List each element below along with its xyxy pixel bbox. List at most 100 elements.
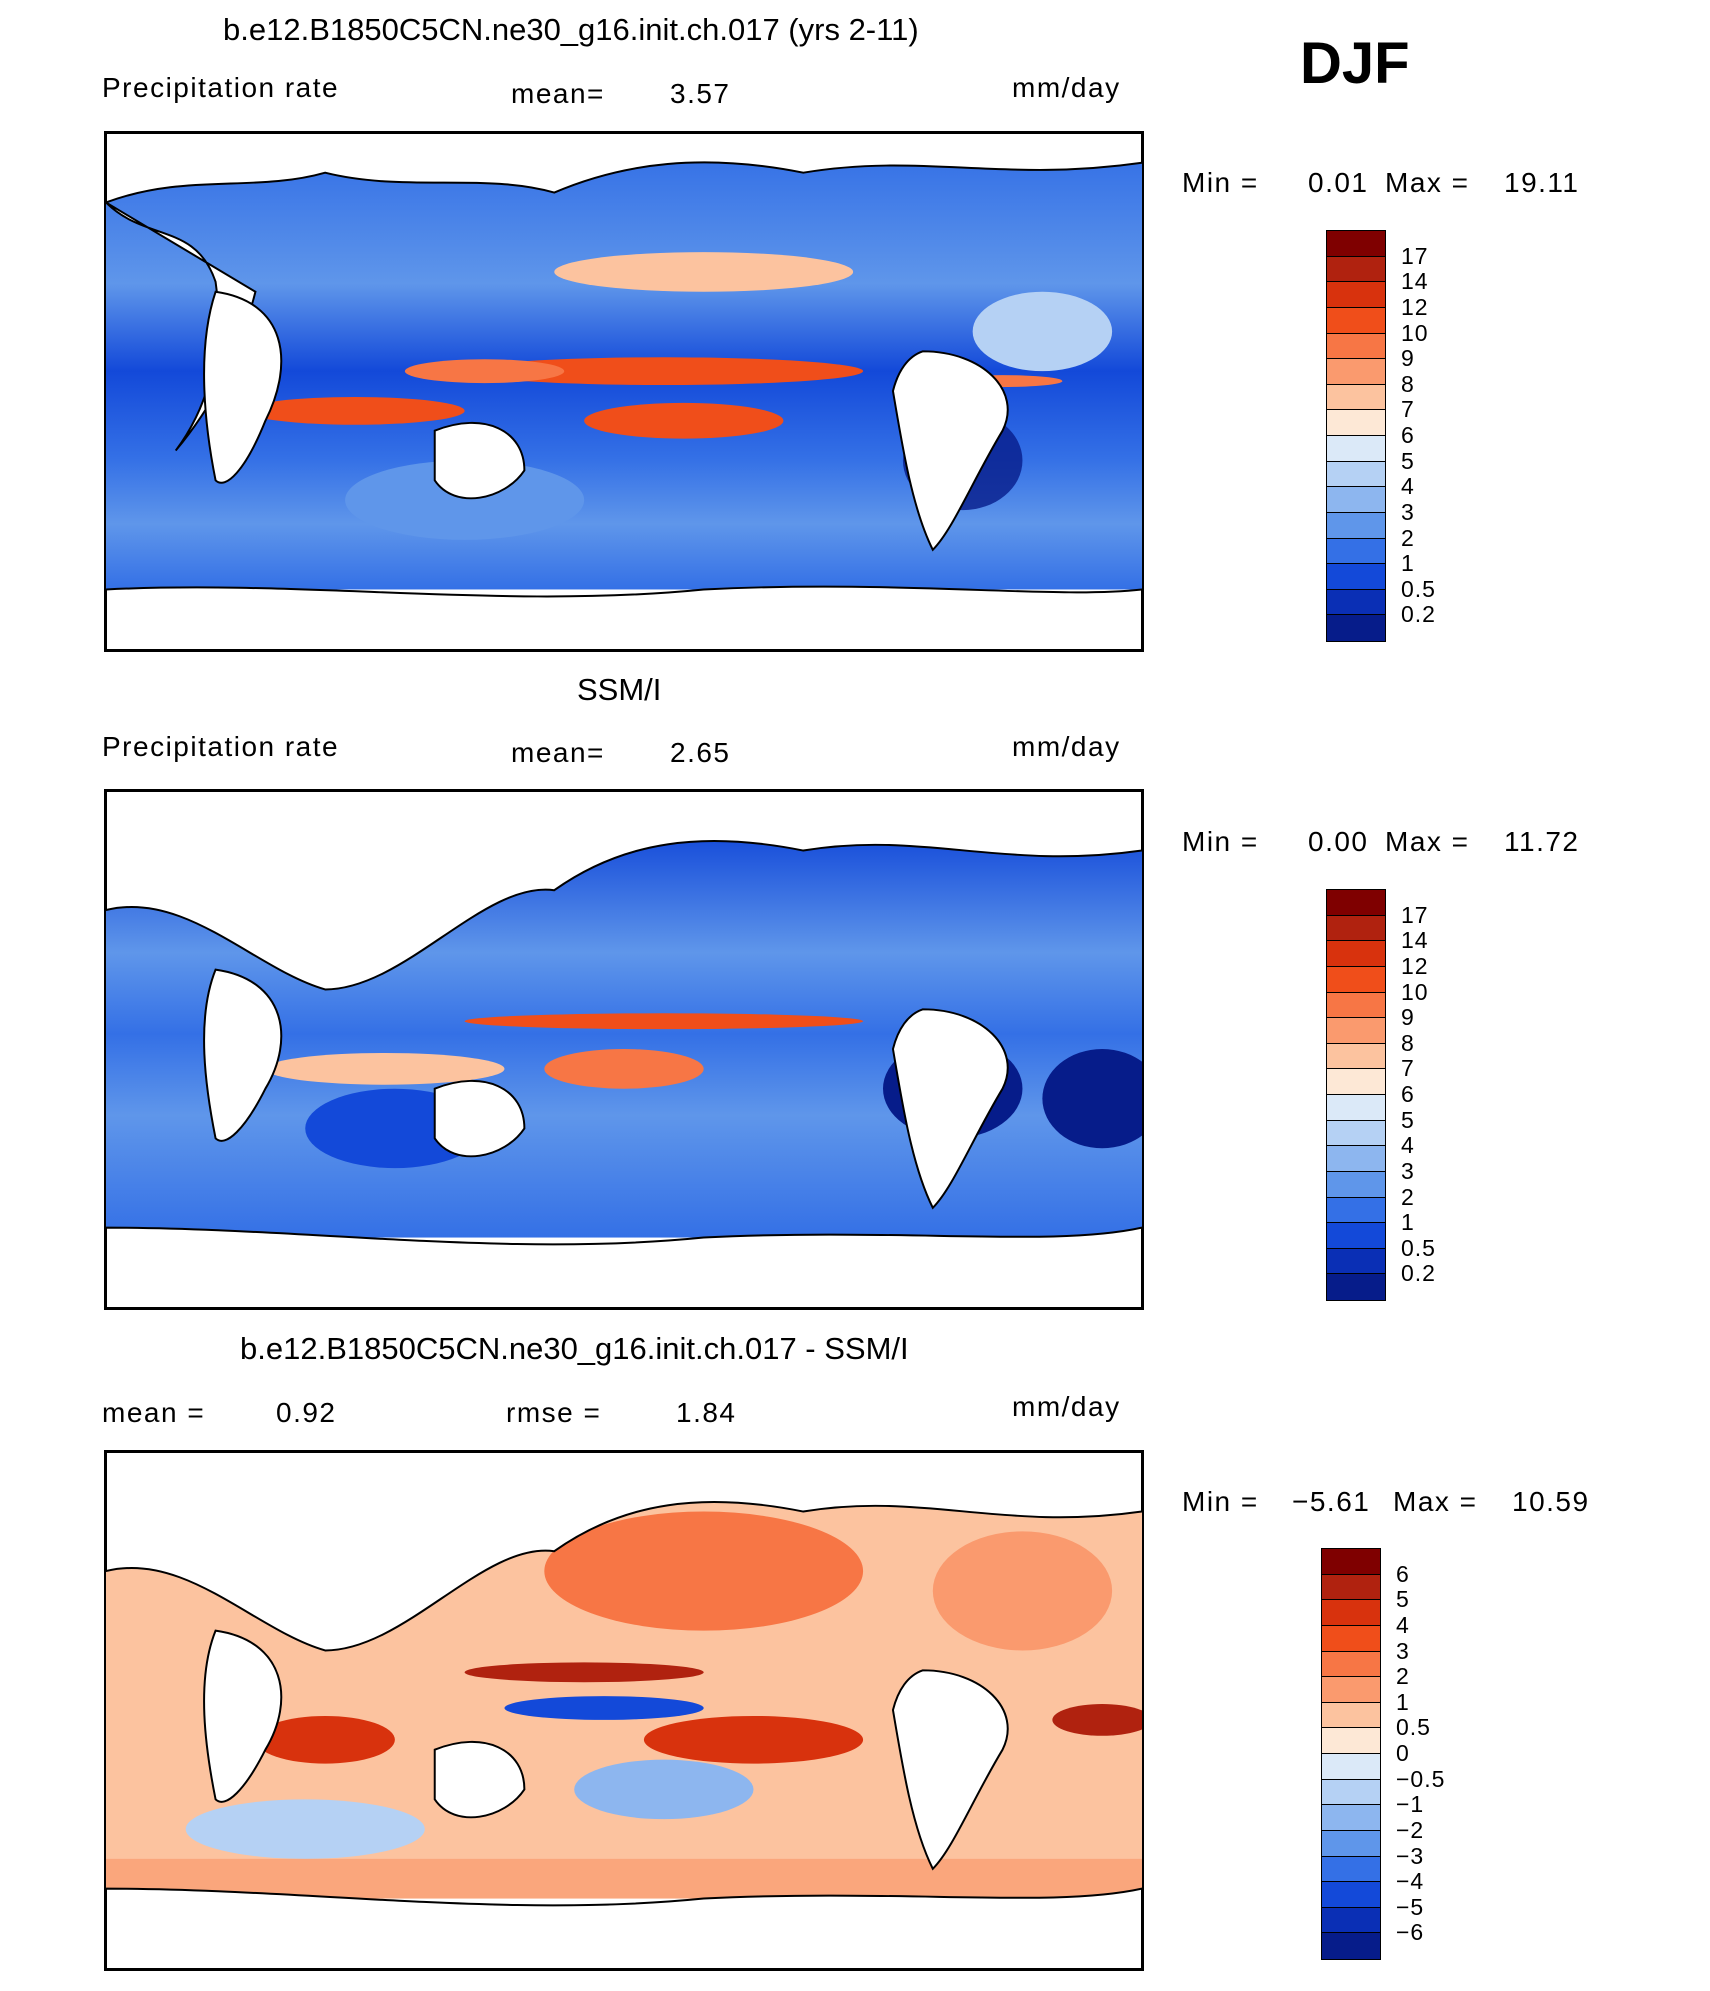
colorbar-tick-label: 0.5 <box>1401 575 1436 602</box>
units-label: mm/day <box>1012 1391 1121 1422</box>
colorbar-tick-label: 3 <box>1401 1157 1415 1184</box>
rmse-value: 1.84 <box>676 1397 737 1428</box>
min-value: 0.01 <box>1308 167 1369 198</box>
itcz-dry-anomaly <box>504 1696 704 1720</box>
rmse-label: rmse = <box>506 1397 602 1428</box>
colorbar-segment <box>1327 1248 1385 1275</box>
variable-label: Precipitation rate <box>102 731 340 762</box>
colorbar-tick-label: 4 <box>1401 1132 1415 1159</box>
colorbar-segment <box>1327 333 1385 360</box>
colorbar-tick-label: 17 <box>1401 901 1429 928</box>
colorbar-tick-label: 6 <box>1401 422 1415 448</box>
colorbar-segment <box>1322 1882 1380 1908</box>
colorbar-tick-label: 4 <box>1396 1611 1410 1638</box>
south-america <box>891 1008 1009 1210</box>
northern-land <box>106 133 1142 204</box>
indian-ocean-band <box>265 1052 505 1085</box>
southern-neg-anomaly <box>185 1799 425 1859</box>
colorbar-tick-label: 0.2 <box>1401 601 1436 628</box>
colorbar-tick-label: −1 <box>1396 1791 1425 1818</box>
mean-label: mean = <box>102 1397 206 1428</box>
colorbar-segment <box>1327 615 1385 641</box>
colorbar-segment <box>1322 1933 1380 1959</box>
colorbar-tick-label: 0.5 <box>1396 1714 1431 1741</box>
australia <box>433 1079 526 1158</box>
antarctica <box>106 585 1142 650</box>
itcz-band <box>464 1013 864 1030</box>
colorbar-tick-label: 14 <box>1401 927 1429 954</box>
colorbar-tick-label: 3 <box>1396 1637 1410 1664</box>
colorbar-segment <box>1327 1171 1385 1198</box>
colorbar-segment <box>1327 410 1385 436</box>
colorbar-tick-label: −3 <box>1396 1842 1425 1869</box>
south-america <box>891 350 1009 552</box>
colorbar <box>1321 1548 1381 1960</box>
southern-band <box>106 1858 1142 1899</box>
indian-ocean-band <box>245 396 465 425</box>
itcz-band <box>464 357 864 386</box>
northern-land <box>106 1452 1142 1652</box>
colorbar <box>1326 230 1386 642</box>
max-value: 19.11 <box>1504 167 1580 198</box>
min-value: 0.00 <box>1308 826 1369 857</box>
units-label: mm/day <box>1012 72 1121 103</box>
colorbar-tick-label: 0 <box>1396 1740 1410 1766</box>
north-pacific-anomaly <box>544 1511 864 1631</box>
colorbar-segment <box>1322 1728 1380 1754</box>
mean-label: mean= <box>511 78 605 109</box>
antarctica <box>106 1887 1142 1969</box>
colorbar-segment <box>1327 966 1385 993</box>
colorbar <box>1326 889 1386 1301</box>
season-label: DJF <box>1300 31 1410 96</box>
colorbar-segment <box>1327 915 1385 942</box>
min-label: Min = <box>1182 1486 1259 1517</box>
colorbar-segment <box>1322 1600 1380 1626</box>
atlantic-anomaly <box>1052 1704 1142 1736</box>
colorbar-tick-label: 12 <box>1401 952 1429 979</box>
map-svg <box>106 791 1142 1308</box>
colorbar-segment <box>1327 538 1385 565</box>
colorbar-tick-label: 12 <box>1401 293 1429 320</box>
colorbar-tick-label: 1 <box>1401 550 1415 577</box>
africa <box>203 968 283 1142</box>
storm-track <box>554 252 854 292</box>
colorbar-segment <box>1327 1069 1385 1095</box>
colorbar-tick-label: 8 <box>1401 1029 1415 1056</box>
colorbar-segment <box>1327 512 1385 539</box>
africa <box>203 290 283 484</box>
colorbar-tick-label: 9 <box>1401 1004 1415 1031</box>
warm-pool <box>404 359 565 384</box>
atlantic-track <box>972 291 1113 372</box>
colorbar-segment <box>1322 1677 1380 1703</box>
colorbar-tick-label: 5 <box>1396 1586 1410 1613</box>
colorbar-segment <box>1327 1018 1385 1044</box>
south-america <box>891 1669 1009 1871</box>
max-value: 10.59 <box>1512 1486 1590 1517</box>
colorbar-segment <box>1327 1095 1385 1121</box>
africa <box>203 1629 283 1803</box>
min-label: Min = <box>1182 826 1259 857</box>
max-label: Max = <box>1393 1486 1478 1517</box>
colorbar-tick-label: 1 <box>1396 1688 1410 1715</box>
mean-label: mean= <box>511 737 605 768</box>
mean-value: 3.57 <box>670 78 731 109</box>
colorbar-tick-label: 14 <box>1401 268 1429 295</box>
colorbar-tick-label: 9 <box>1401 345 1415 372</box>
australia <box>433 1740 526 1819</box>
panel-title: b.e12.B1850C5CN.ne30_g16.init.ch.017 (yr… <box>223 12 919 47</box>
colorbar-segment <box>1327 1197 1385 1224</box>
colorbar-segment <box>1327 564 1385 590</box>
colorbar-tick-label: 2 <box>1396 1663 1410 1690</box>
colorbar-tick-label: 5 <box>1401 447 1415 474</box>
colorbar-segment <box>1327 992 1385 1019</box>
colorbar-tick-label: 4 <box>1401 473 1415 500</box>
colorbar-tick-label: 5 <box>1401 1106 1415 1133</box>
colorbar-segment <box>1327 890 1385 916</box>
colorbar-segment <box>1322 1830 1380 1857</box>
colorbar-segment <box>1327 231 1385 257</box>
min-value: −5.61 <box>1292 1486 1371 1517</box>
colorbar-segment <box>1322 1651 1380 1678</box>
colorbar-segment <box>1327 282 1385 308</box>
colorbar-segment <box>1327 384 1385 411</box>
colorbar-tick-label: 10 <box>1401 319 1429 346</box>
